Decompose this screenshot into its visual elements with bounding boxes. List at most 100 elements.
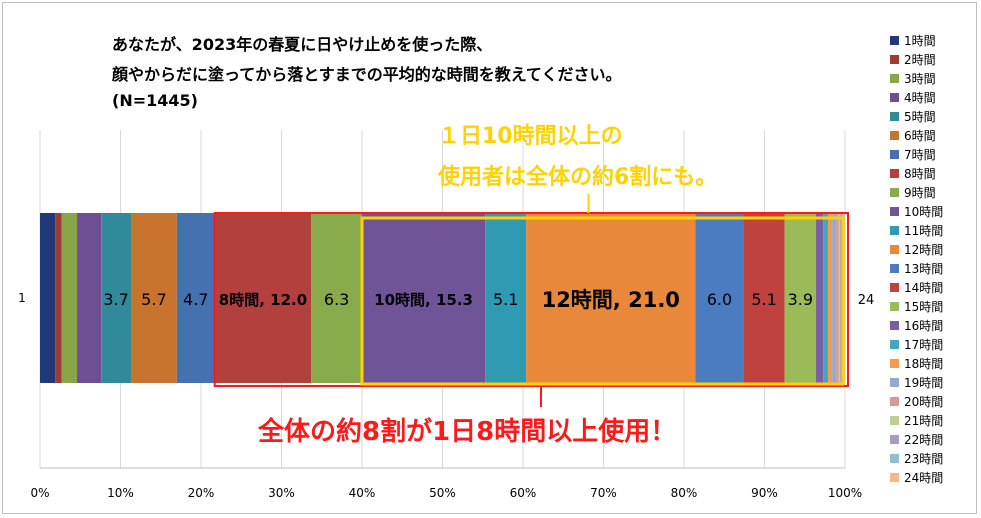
legend-swatch-18 (890, 359, 899, 368)
data-label-13: 6.0 (707, 290, 732, 309)
bar-segment-20 (836, 213, 839, 383)
legend-label-13: 13時間 (904, 262, 943, 276)
legend-swatch-11 (890, 226, 899, 235)
legend-swatch-22 (890, 435, 899, 444)
legend-label-21: 21時間 (904, 414, 943, 428)
legend-label-6: 6時間 (904, 129, 936, 143)
legend-swatch-2 (890, 55, 899, 64)
x-tick-label: 50% (429, 486, 456, 500)
legend-swatch-17 (890, 340, 899, 349)
bar-segment-8 (214, 213, 312, 383)
bar-segment-21 (838, 213, 841, 383)
legend-swatch-16 (890, 321, 899, 330)
bar-segment-5 (101, 213, 131, 383)
legend-swatch-24 (890, 473, 899, 482)
data-label-11: 5.1 (493, 290, 518, 309)
legend-swatch-12 (890, 245, 899, 254)
bar-segment-14 (743, 213, 785, 383)
legend-swatch-5 (890, 112, 899, 121)
legend-swatch-14 (890, 283, 899, 292)
x-tick-label: 40% (349, 486, 376, 500)
legend-label-12: 12時間 (904, 243, 943, 257)
legend-label-11: 11時間 (904, 224, 943, 238)
category-label: 1 (18, 291, 26, 305)
legend-label-20: 20時間 (904, 395, 943, 409)
x-tick-label: 20% (188, 486, 215, 500)
highlight-box-8h-plus (213, 212, 849, 387)
x-tick-label: 70% (590, 486, 617, 500)
bar-segment-9 (311, 213, 362, 383)
legend-swatch-7 (890, 150, 899, 159)
legend-label-23: 23時間 (904, 452, 943, 466)
x-tick-label: 10% (107, 486, 134, 500)
bar-segment-22 (840, 213, 842, 383)
bar-segment-4 (77, 213, 102, 383)
bar-segment-11 (485, 213, 527, 383)
legend-swatch-23 (890, 454, 899, 463)
legend-swatch-21 (890, 416, 899, 425)
x-tick-label: 100% (828, 486, 862, 500)
annotation-10h-line-2: 使用者は全体の約6割にも。 (437, 164, 717, 190)
x-tick-label: 80% (671, 486, 698, 500)
bar-segment-15 (784, 213, 817, 383)
highlight-box-10h-plus (360, 216, 845, 386)
data-label-12: 12時間, 21.0 (542, 288, 680, 312)
legend-label-1: 1時間 (904, 34, 936, 48)
legend-label-17: 17時間 (904, 338, 943, 352)
legend-swatch-1 (890, 36, 899, 45)
bar-segment-1 (40, 213, 56, 383)
legend-label-9: 9時間 (904, 186, 936, 200)
x-tick-label: 60% (510, 486, 537, 500)
legend-label-7: 7時間 (904, 148, 936, 162)
x-tick-label: 30% (268, 486, 295, 500)
legend-label-18: 18時間 (904, 357, 943, 371)
bar-segment-12 (526, 213, 696, 383)
legend-swatch-15 (890, 302, 899, 311)
bar-segment-19 (832, 213, 837, 383)
data-label-5: 3.7 (103, 290, 128, 309)
bar-segment-2 (55, 213, 62, 383)
chart-title-line-2: 顔やからだに塗ってから落とすまでの平均的な時間を教えてください。 (112, 65, 622, 84)
data-label-7: 4.7 (183, 290, 208, 309)
legend-label-15: 15時間 (904, 300, 943, 314)
legend-swatch-10 (890, 207, 899, 216)
legend-label-2: 2時間 (904, 53, 936, 67)
bar-segment-3 (61, 213, 78, 383)
end-label: 24 (858, 293, 875, 308)
legend-label-19: 19時間 (904, 376, 943, 390)
legend-swatch-8 (890, 169, 899, 178)
legend-label-4: 4時間 (904, 91, 936, 105)
legend-label-14: 14時間 (904, 281, 943, 295)
data-label-10: 10時間, 15.3 (374, 291, 473, 309)
bar-segment-17 (823, 213, 829, 383)
data-label-8: 8時間, 12.0 (219, 291, 307, 309)
legend-swatch-20 (890, 397, 899, 406)
legend-swatch-19 (890, 378, 899, 387)
bar-segment-10 (362, 213, 486, 383)
legend-label-3: 3時間 (904, 72, 936, 86)
data-label-15: 3.9 (788, 290, 813, 309)
legend-label-5: 5時間 (904, 110, 936, 124)
bar-segment-18 (828, 213, 833, 383)
legend-swatch-4 (890, 93, 899, 102)
legend-swatch-13 (890, 264, 899, 273)
data-label-14: 5.1 (751, 290, 776, 309)
x-tick-label: 0% (30, 486, 49, 500)
chart-title-line-1: あなたが、2023年の春夏に日やけ止めを使った際、 (112, 35, 493, 54)
data-label-6: 5.7 (141, 290, 166, 309)
bar-segment-13 (695, 213, 744, 383)
legend-swatch-9 (890, 188, 899, 197)
legend-label-24: 24時間 (904, 471, 943, 485)
annotation-10h-line-1: １日10時間以上の (438, 124, 623, 149)
bar-segment-7 (176, 213, 215, 383)
x-tick-label: 90% (751, 486, 778, 500)
legend-label-10: 10時間 (904, 205, 943, 219)
annotation-8h: 全体の約8割が1日8時間以上使用！ (257, 416, 676, 447)
data-label-9: 6.3 (324, 290, 349, 309)
legend-label-8: 8時間 (904, 167, 936, 181)
chart-title-line-3: (N=1445) (112, 91, 198, 110)
legend-swatch-3 (890, 74, 899, 83)
legend-swatch-6 (890, 131, 899, 140)
